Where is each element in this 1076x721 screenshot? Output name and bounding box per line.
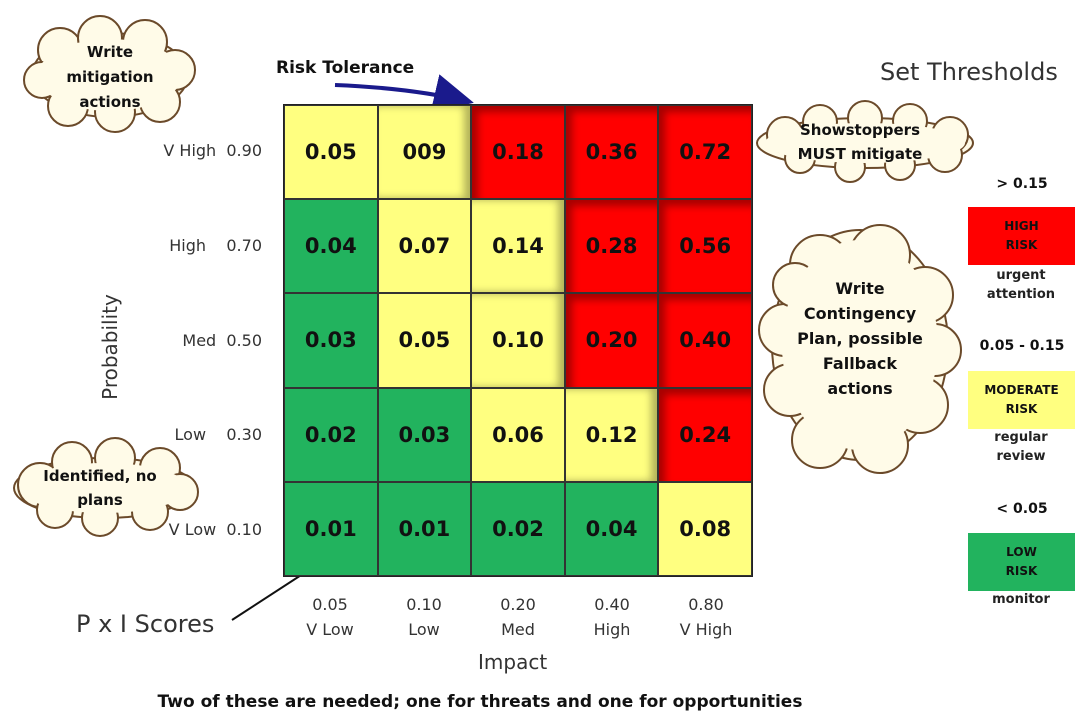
matrix-cell: 0.40 [658,293,752,388]
matrix-cell: 0.10 [471,293,565,388]
matrix-cell: 0.20 [564,293,659,388]
matrix-cell: 0.07 [377,199,472,294]
risk-tolerance-arrow [334,74,474,114]
matrix-cell: 0.08 [658,481,752,576]
cloud-line: Plan, possible [797,329,923,348]
pxi-scores-label: P x I Scores [76,610,215,638]
column-label-name: V High [679,620,733,639]
cloud-line: actions [79,93,141,111]
cloud-line: mitigation [66,68,154,86]
column-label-name: Low [408,620,440,639]
matrix-cell: 009 [377,105,472,200]
matrix-cell: 0.06 [471,387,565,482]
legend-low-box: LOW RISK [968,533,1075,591]
matrix-cell: 0.56 [658,199,752,294]
matrix-cell: 0.05 [377,293,472,388]
matrix-cell: 0.24 [658,387,752,482]
y-axis-title: Probability [98,294,122,400]
matrix-cell: 0.01 [284,481,378,576]
legend-high-box: HIGH RISK [968,207,1075,265]
matrix-cell: 0.12 [564,387,659,482]
column-label: 0.40 High [565,592,659,642]
cloud-line: Showstoppers [799,121,921,139]
matrix-cell: 0.03 [284,293,378,388]
footer-note: Two of these are needed; one for threats… [157,692,803,712]
row-label: V High 0.90 [163,141,262,161]
risk-tolerance-label: Risk Tolerance [276,58,415,78]
matrix-cell: 0.36 [564,105,659,200]
column-label-name: Med [501,620,535,639]
risk-matrix: 0.05 009 0.18 0.36 0.72 0.04 0.07 0.14 0.28 0.56 0… [283,104,753,577]
legend-high-range: > 0.15 [996,176,1048,192]
matrix-cell: 0.72 [658,105,752,200]
column-label-name: High [593,620,631,639]
row-label: High 0.70 [169,235,262,255]
legend-moderate-note: regular review [994,430,1048,464]
cloud-line: Fallback [822,354,898,373]
column-label-name: V Low [306,620,354,639]
page-title: Set Thresholds [880,58,1058,86]
row-label: Med 0.50 [182,330,262,350]
column-label-value: 0.05 [312,595,348,614]
cloud-line: Identified, no [43,467,157,485]
legend-moderate-box: MODERATE RISK [968,371,1075,429]
legend-low-range: < 0.05 [996,501,1048,517]
column-label-value: 0.80 [688,595,724,614]
cloud-identified: Identified, no plans [30,464,170,512]
row-label: Low 0.30 [174,425,262,445]
legend-high-note: urgent attention [986,268,1056,302]
matrix-cell: 0.03 [377,387,472,482]
legend-low-note: monitor [992,592,1050,607]
cloud-line: plans [77,491,123,509]
column-label-value: 0.40 [594,595,630,614]
matrix-cell: 0.04 [564,481,659,576]
matrix-cell: 0.18 [471,105,565,200]
column-label-value: 0.10 [406,595,442,614]
matrix-cell: 0.02 [284,387,378,482]
column-label-value: 0.20 [500,595,536,614]
cloud-line: actions [827,379,893,398]
cloud-line: MUST mitigate [797,145,923,163]
row-label: V Low 0.10 [168,519,262,539]
cloud-line: Contingency [803,304,917,323]
matrix-cell: 0.02 [471,481,565,576]
column-label: 0.05 V Low [283,592,377,642]
matrix-cell: 0.01 [377,481,472,576]
cloud-mitigation: Write mitigation actions [40,40,180,115]
matrix-cell: 0.28 [564,199,659,294]
cloud-contingency: Write Contingency Plan, possible Fallbac… [790,276,930,401]
column-label: 0.80 V High [659,592,753,642]
matrix-cell: 0.14 [471,199,565,294]
column-label: 0.10 Low [377,592,471,642]
x-axis-title: Impact [478,650,548,674]
matrix-cell: 0.04 [284,199,378,294]
matrix-cell: 0.05 [284,105,378,200]
column-label: 0.20 Med [471,592,565,642]
cloud-line: Write [835,279,885,298]
cloud-line: Write [86,43,134,61]
cloud-showstoppers: Showstoppers MUST mitigate [785,118,935,166]
legend-moderate-range: 0.05 - 0.15 [979,338,1065,354]
